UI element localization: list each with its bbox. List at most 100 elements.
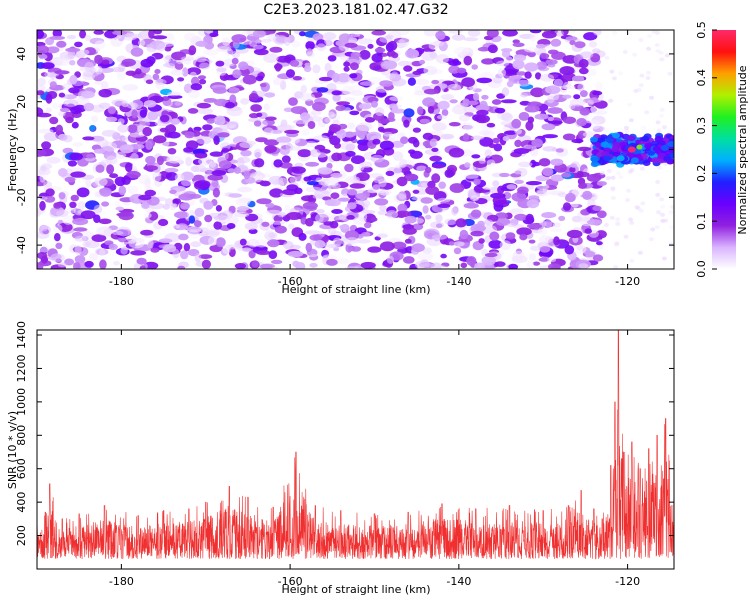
spectrogram-cell: [305, 40, 315, 51]
spectrogram-cell: [590, 156, 599, 163]
spectrogram-cell: [194, 153, 206, 159]
spectrogram-cell: [53, 202, 62, 209]
spectrogram-cell: [40, 62, 55, 70]
spectrogram-cell: [297, 149, 312, 158]
spectrogram-cell: [170, 69, 185, 76]
spectrogram-cell: [243, 170, 250, 180]
spectrogram-cell: [565, 192, 576, 203]
colorbar-tick-label: 0.4: [695, 69, 708, 87]
y-tick-label: 400: [15, 492, 28, 513]
spectrogram-cell: [37, 53, 48, 60]
spectrogram-cell: [271, 259, 283, 265]
spectrogram-cell: [405, 48, 420, 59]
spectrogram-cell: [645, 76, 651, 80]
spectrogram-cell: [564, 245, 575, 255]
spectrogram-cell: [112, 30, 127, 36]
spectrogram-cell: [209, 151, 224, 157]
spectrogram-cell: [484, 149, 493, 159]
spectrogram-cell: [547, 257, 557, 263]
spectrogram-cell: [256, 250, 271, 255]
spectrogram-cell: [274, 225, 287, 234]
spectrogram-cell: [482, 185, 492, 190]
spectrogram-cell: [475, 104, 490, 112]
spectrogram-cell: [212, 187, 220, 198]
spectrogram-cell: [190, 241, 202, 248]
spectrogram-cell: [414, 78, 430, 86]
spectrogram-cell: [145, 155, 156, 165]
spectrogram-cell: [255, 137, 268, 143]
spectrogram-cell: [284, 204, 291, 214]
spectrogram-cell: [500, 120, 513, 126]
spectrogram-cell: [550, 158, 564, 166]
colorbar-tick-label: 0.5: [695, 21, 708, 39]
spectrogram-cell: [403, 256, 415, 264]
spectrogram-cell: [162, 62, 175, 68]
spectrogram-cell: [170, 118, 181, 125]
spectrogram-cell: [251, 260, 259, 268]
spectrogram-cell: [117, 118, 125, 125]
spectrogram-cell: [456, 67, 467, 74]
spectrogram-cell: [50, 253, 65, 263]
spectrogram-cell: [592, 110, 608, 115]
spectrogram-cell: [486, 30, 499, 38]
spectrogram-cell: [264, 145, 277, 154]
spectrogram-cell: [350, 90, 364, 96]
spectrogram-cell: [630, 157, 639, 164]
snr-y-label: SNR (10 * v/v): [6, 411, 19, 489]
spectrogram-cell: [126, 33, 143, 39]
spectrogram-cell: [263, 127, 274, 136]
spectrogram-panel: -180 -160 -140 -120 -40 -20 0 20 40 Height of s…: [6, 29, 675, 296]
spectrogram-cell: [470, 195, 480, 202]
spectrogram-cell: [37, 45, 49, 54]
spectrogram-cell: [370, 217, 378, 222]
spectrogram-cell: [143, 100, 157, 108]
spectrogram-cell: [345, 243, 353, 253]
spectrogram-cell: [289, 176, 298, 184]
y-tick-label: 40: [15, 47, 28, 61]
spectrogram-cell: [344, 266, 361, 269]
spectrogram-cell: [80, 210, 96, 220]
spectrogram-cell: [135, 68, 142, 75]
spectrogram-cell: [52, 30, 62, 38]
spectrogram-cell: [302, 201, 318, 210]
spectrogram-cell: [312, 194, 326, 200]
spectrogram-cell: [481, 58, 495, 65]
spectrogram-cell: [659, 57, 665, 62]
spectrogram-cell: [304, 62, 312, 67]
spectrogram-cell: [190, 83, 203, 91]
spectrogram-cell: [656, 210, 662, 215]
spectrogram-cell: [414, 218, 425, 224]
spectrogram-cell: [324, 179, 339, 187]
spectrogram-cell: [642, 160, 651, 166]
spectrogram-cell: [532, 261, 541, 266]
spectrogram-cell: [416, 165, 427, 172]
spectrogram-cell: [300, 93, 316, 102]
spectrogram-cell: [561, 172, 572, 178]
spectrogram-cell: [112, 230, 124, 236]
spectrogram-cell: [265, 116, 277, 121]
spectrogram-cell: [460, 262, 468, 269]
spectrogram-cell: [628, 118, 634, 123]
spectrogram-cell: [344, 42, 358, 48]
spectrogram-cell: [94, 177, 108, 187]
spectrogram-cell: [49, 116, 59, 125]
spectrogram-cell: [410, 150, 423, 159]
spectrogram-cell: [649, 95, 654, 100]
spectrogram-cell: [204, 30, 214, 34]
spectrogram-cell: [307, 121, 316, 129]
y-tick-label: 1400: [15, 321, 28, 349]
spectrogram-cell: [440, 133, 454, 140]
spectrogram-cell: [235, 197, 251, 207]
spectrogram-cell: [633, 88, 639, 93]
spectrogram-cell: [337, 197, 350, 202]
spectrogram-cell: [499, 240, 512, 251]
spectrogram-cell: [518, 111, 530, 121]
spectrogram-cell: [259, 264, 273, 269]
spectrogram-cell: [86, 153, 95, 159]
spectrogram-cell: [345, 237, 359, 244]
spectrogram-cell: [344, 163, 354, 173]
spectrogram-cell: [361, 231, 371, 237]
spectrogram-cell: [407, 124, 415, 130]
spectrogram-cell: [524, 47, 539, 53]
spectrogram-cell: [45, 93, 53, 104]
